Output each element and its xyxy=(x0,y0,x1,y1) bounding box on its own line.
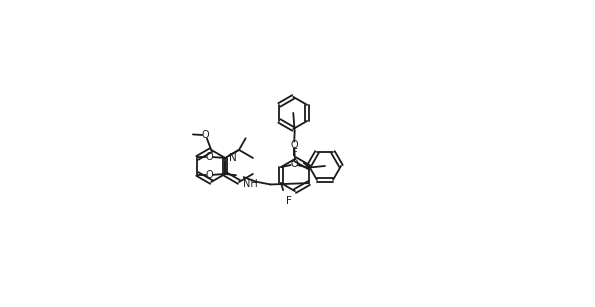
Text: O: O xyxy=(202,130,209,140)
Text: O: O xyxy=(290,159,298,169)
Text: O: O xyxy=(290,140,298,150)
Text: F: F xyxy=(292,149,298,158)
Text: N: N xyxy=(229,153,237,163)
Text: O: O xyxy=(205,170,213,180)
Text: NH: NH xyxy=(243,179,258,189)
Text: O: O xyxy=(205,152,213,162)
Text: F: F xyxy=(286,196,292,206)
